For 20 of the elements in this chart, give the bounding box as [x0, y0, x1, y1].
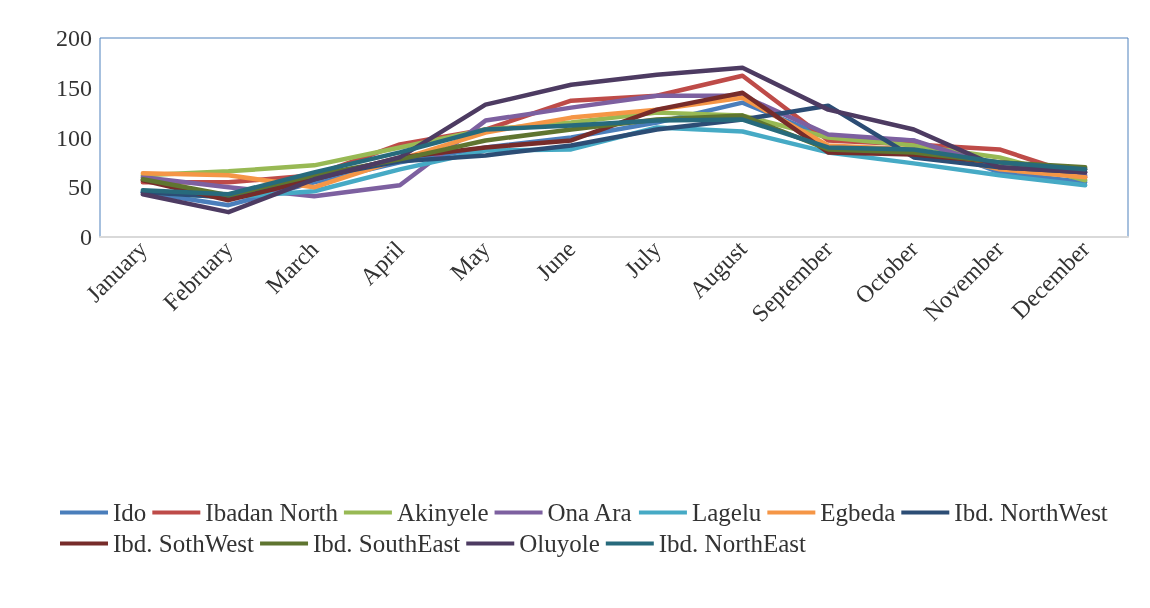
legend-label: Ido — [113, 499, 147, 526]
legend-label: Ibadan North — [205, 499, 339, 526]
legend-label: Egbeda — [820, 499, 896, 526]
y-tick-label: 200 — [56, 25, 92, 51]
x-tick-label: July — [619, 235, 667, 283]
x-tick-label: June — [530, 235, 581, 286]
legend-label: Ibd. NorthWest — [954, 499, 1108, 526]
legend-label: Oluyole — [519, 530, 600, 557]
legend-label: Ona Ara — [547, 499, 632, 526]
legend-label: Ibd. NorthEast — [658, 530, 807, 557]
y-tick-label: 50 — [68, 174, 92, 201]
legend-label: Lagelu — [691, 499, 762, 526]
x-tick-label: May — [445, 235, 495, 286]
line-series — [140, 65, 1088, 215]
y-tick-label: 100 — [56, 124, 92, 151]
y-tick-label: 0 — [80, 224, 92, 250]
y-tick-label: 150 — [56, 74, 92, 101]
legend-label: Ibd. SothWest — [113, 530, 255, 557]
legend-label: Akinyele — [396, 499, 489, 526]
legend-label: Ibd. SouthEast — [313, 530, 461, 557]
